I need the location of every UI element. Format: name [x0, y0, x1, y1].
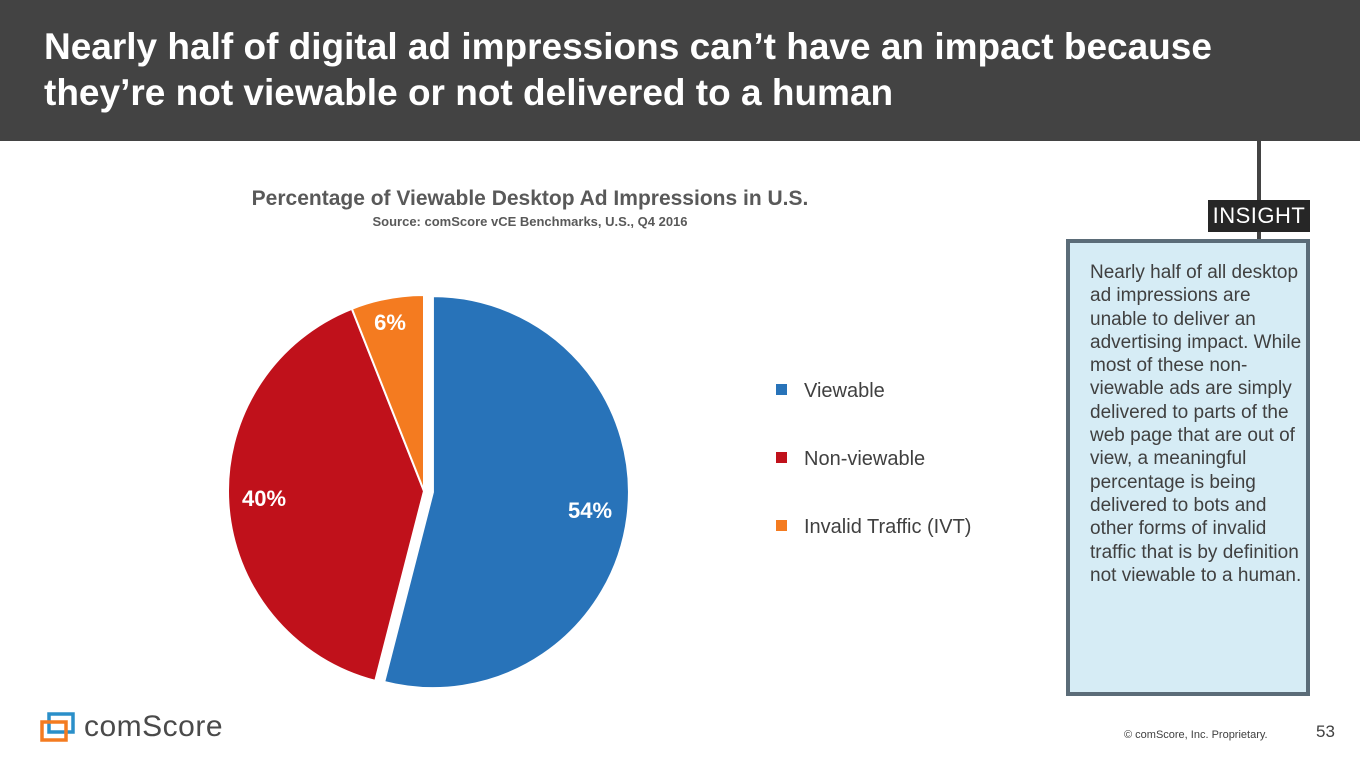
slide-title: Nearly half of digital ad impressions ca… [44, 26, 1212, 113]
copyright-text: © comScore, Inc. Proprietary. [1124, 729, 1268, 741]
insight-tag: INSIGHT [1208, 200, 1310, 232]
data-label-non-viewable: 40% [242, 486, 286, 511]
insight-connector [1257, 141, 1261, 241]
legend-swatch-viewable [776, 384, 787, 396]
data-label-viewable: 54% [568, 498, 612, 523]
chart-source: Source: comScore vCE Benchmarks, U.S., Q… [372, 214, 688, 229]
legend-label-non-viewable: Non-viewable [804, 448, 926, 470]
legend-label-ivt: Invalid Traffic (IVT) [804, 516, 972, 538]
pie-slice-ivt [350, 293, 425, 492]
legend-item-viewable: Viewable [776, 380, 885, 403]
pie-slice-non-viewable [227, 307, 426, 683]
legend-swatch-non-viewable [776, 452, 787, 464]
insight-text: Nearly half of all desktop ad impression… [1090, 262, 1302, 586]
legend-item-non-viewable: Non-viewable [776, 448, 925, 471]
comscore-logo: comScore [40, 710, 223, 749]
slide-header: Nearly half of digital ad impressions ca… [0, 0, 1360, 141]
page-number: 53 [1316, 722, 1335, 741]
chart-title: Percentage of Viewable Desktop Ad Impres… [251, 187, 809, 210]
pie-chart: 54% 40% 6% [227, 293, 630, 690]
legend-item-ivt: Invalid Traffic (IVT) [776, 516, 971, 539]
insight-box: Nearly half of all desktop ad impression… [1066, 239, 1310, 696]
data-label-ivt: 6% [374, 310, 406, 335]
logo-text: comScore [84, 710, 224, 743]
legend-label-viewable: Viewable [804, 380, 885, 402]
comscore-logo-icon [40, 712, 75, 742]
legend-swatch-ivt [776, 520, 787, 532]
pie-slice-viewable [382, 295, 630, 690]
